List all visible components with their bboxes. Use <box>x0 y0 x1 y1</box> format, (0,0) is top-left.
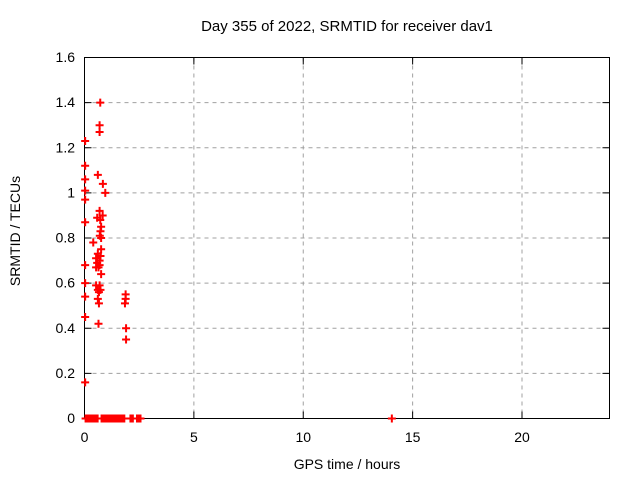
data-point-marker <box>93 294 102 303</box>
data-point-marker <box>95 121 104 130</box>
data-point-marker <box>94 288 103 297</box>
ytick-label: 0.8 <box>56 230 76 246</box>
xtick-label: 10 <box>295 429 311 445</box>
ytick-label: 0.2 <box>56 365 76 381</box>
ytick-label: 0.6 <box>56 275 76 291</box>
ytick-label: 1.6 <box>56 49 76 65</box>
data-point-marker <box>81 218 90 227</box>
data-point-marker <box>94 319 103 328</box>
data-point-marker <box>81 161 90 170</box>
data-point-marker <box>97 270 106 279</box>
gridlines <box>84 57 610 419</box>
plot-border <box>84 57 610 419</box>
data-points <box>81 98 396 423</box>
xtick-label: 5 <box>190 429 198 445</box>
data-point-marker <box>96 215 105 224</box>
tick-labels: 0 5 10 15 20 0 0.2 0.4 0.6 0.8 1 1.2 1.4 1.6 <box>56 49 530 445</box>
data-point-marker <box>81 279 90 288</box>
tick-marks <box>84 57 610 419</box>
data-point-marker <box>387 414 396 423</box>
data-point-marker <box>136 414 145 423</box>
data-point-marker <box>81 136 90 145</box>
data-point-marker <box>122 324 131 333</box>
data-point-marker <box>95 127 104 136</box>
data-point-marker <box>95 206 104 215</box>
data-point-marker <box>94 263 103 272</box>
data-point-marker <box>81 186 90 195</box>
chart-title: Day 355 of 2022, SRMTID for receiver dav… <box>201 18 493 35</box>
ytick-label: 0 <box>67 410 75 426</box>
data-point-marker <box>97 234 106 242</box>
data-point-marker <box>81 312 90 321</box>
data-point-marker <box>101 188 110 197</box>
data-point-marker <box>89 238 98 247</box>
data-point-marker <box>122 335 131 344</box>
data-point-marker <box>94 299 103 308</box>
data-point-marker <box>98 211 107 220</box>
data-point-marker <box>81 378 90 387</box>
data-point-marker <box>81 175 90 184</box>
ytick-label: 1.4 <box>56 94 76 110</box>
ytick-label: 0.4 <box>56 320 76 336</box>
data-point-marker <box>93 170 102 179</box>
xtick-label: 15 <box>405 429 421 445</box>
data-point-marker <box>120 299 129 308</box>
data-point-marker <box>96 98 105 107</box>
data-point-marker <box>81 261 90 270</box>
data-point-marker <box>98 179 107 188</box>
data-point-marker <box>97 245 106 254</box>
ytick-label: 1.2 <box>56 139 76 155</box>
data-point-marker <box>81 195 90 204</box>
border-rect <box>84 57 610 419</box>
xtick-label: 0 <box>81 429 89 445</box>
x-axis-label: GPS time / hours <box>294 456 401 472</box>
xtick-label: 20 <box>514 429 530 445</box>
data-point-marker <box>81 292 90 301</box>
y-axis-label: SRMTID / TECUs <box>7 176 23 286</box>
ytick-label: 1 <box>67 184 75 200</box>
